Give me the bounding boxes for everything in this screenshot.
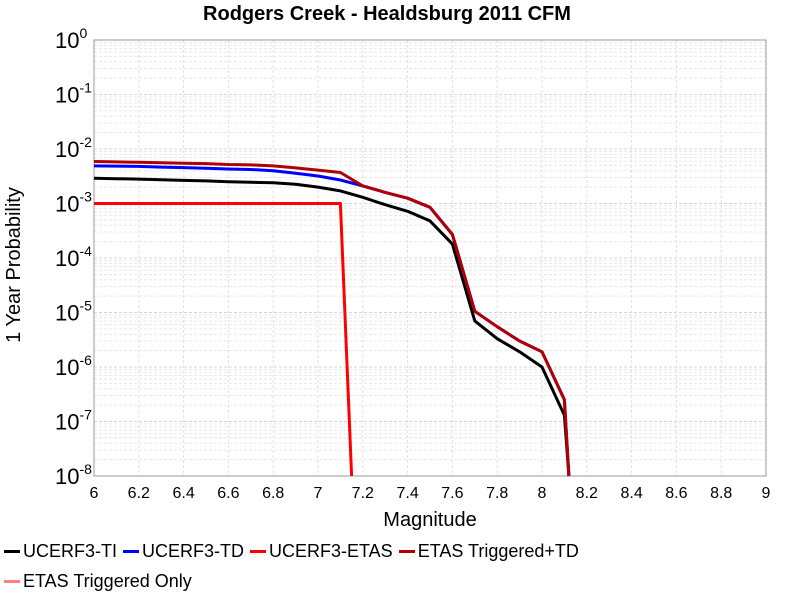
legend-row: UCERF3-TI UCERF3-TD UCERF3-ETAS ETAS Trigge… [0,536,800,566]
x-tick-label: 6.6 [217,485,239,502]
x-tick-label: 8.8 [710,485,732,502]
legend-item: UCERF3-ETAS [250,541,393,562]
legend-swatch [4,549,20,553]
legend-label: UCERF3-TI [23,540,117,561]
legend-item: UCERF3-TD [123,541,244,562]
y-tick-label: 10-6 [55,352,92,380]
plot-area [93,39,767,477]
legend-item: UCERF3-TI [4,541,117,562]
y-tick-label: 100 [55,25,87,53]
y-axis-ticks: 100 10-1 10-2 10-3 10-4 10-5 10-6 10-7 10-8 [55,25,92,489]
legend-label: UCERF3-ETAS [269,540,393,561]
y-tick-label: 10-8 [55,461,92,489]
grid [94,40,766,477]
x-tick-label: 7.2 [352,485,374,502]
y-tick-label: 10-4 [55,243,92,271]
x-tick-label: 7.4 [396,485,418,502]
legend: UCERF3-TI UCERF3-TD UCERF3-ETAS ETAS Trigge… [0,536,800,596]
legend-row: ETAS Triggered Only [0,566,800,596]
legend-swatch [4,579,20,583]
x-tick-label: 6.4 [172,485,194,502]
x-tick-label: 8.4 [620,485,642,502]
y-tick-label: 10-7 [55,407,92,435]
x-tick-label: 7.8 [486,485,508,502]
x-tick-label: 8.2 [576,485,598,502]
series-line-etas-triggered-td [93,160,571,477]
y-axis-label: 1 Year Probability [3,187,25,343]
x-tick-label: 7.6 [441,485,463,502]
legend-label: ETAS Triggered Only [23,570,192,591]
y-tick-label: 10-2 [55,134,92,162]
legend-swatch [250,549,266,553]
x-tick-label: 6.2 [128,485,150,502]
y-tick-label: 10-5 [55,298,92,326]
x-tick-label: 8 [538,485,547,502]
series-layer [93,160,571,477]
x-axis-label: Magnitude [383,509,476,531]
series-line-ucerf3-etas [94,202,354,477]
legend-item: ETAS Triggered+TD [398,540,579,562]
x-axis-ticks: 6 6.2 6.4 6.6 6.8 7 7.2 7.4 7.6 7.8 8 8.2 8.4 8.6 8.8 9 [90,485,771,502]
x-tick-label: 6 [90,485,99,502]
legend-swatch [123,549,139,553]
chart-title: Rodgers Creek - Healdsburg 2011 CFM [203,3,571,25]
legend-label: UCERF3-TD [142,540,244,561]
series-line-ucerf3-ti [93,176,571,477]
chart: Rodgers Creek - Healdsburg 2011 CFM 6 6.2… [3,3,771,531]
legend-label: ETAS Triggered+TD [417,540,579,561]
legend-swatch [398,549,415,553]
x-tick-label: 9 [762,485,771,502]
y-tick-label: 10-1 [55,80,92,108]
x-tick-label: 8.6 [665,485,687,502]
x-tick-label: 6.8 [262,485,284,502]
y-tick-label: 10-3 [55,189,92,217]
x-tick-label: 7 [314,485,323,502]
legend-item: ETAS Triggered Only [4,571,192,592]
